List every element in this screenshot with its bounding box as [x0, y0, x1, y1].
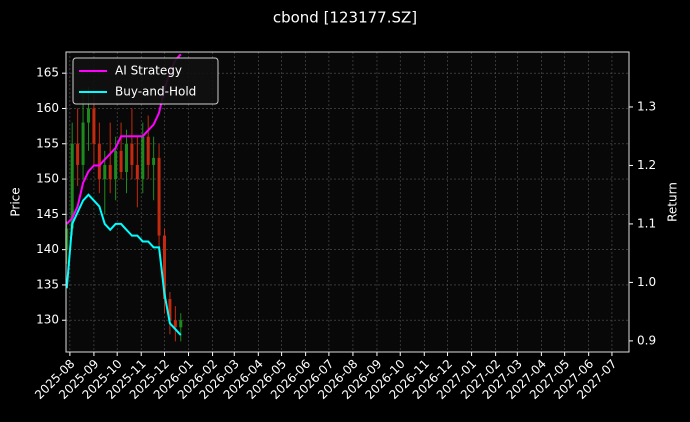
legend-label: AI Strategy — [115, 64, 182, 78]
candle-body — [86, 108, 90, 123]
y-tick-label: 150 — [36, 172, 59, 186]
candle-body — [162, 235, 166, 300]
candle-body — [108, 164, 112, 180]
candle-body — [103, 164, 107, 180]
candle-body — [114, 150, 118, 180]
candle-body — [152, 157, 156, 165]
y-tick-label: 135 — [36, 277, 59, 291]
candle-body — [119, 150, 123, 172]
return-line — [66, 193, 182, 336]
candle-body — [173, 320, 177, 328]
candle-body — [81, 122, 85, 165]
y2-tick-label: 1.0 — [637, 275, 656, 289]
y2-tick-label: 1.3 — [637, 99, 656, 113]
candle-body — [65, 228, 69, 250]
plot-border — [65, 51, 630, 353]
candle-body — [135, 164, 139, 180]
candle-body — [92, 108, 96, 144]
candle-body — [76, 143, 80, 165]
y-axis-label: Price — [9, 187, 23, 216]
candle-body — [168, 299, 172, 321]
candle-body — [97, 143, 101, 180]
candle-body — [146, 136, 150, 165]
y2-tick-label: 1.1 — [637, 216, 656, 230]
y2-tick-label: 1.2 — [637, 158, 656, 172]
candle-body — [70, 143, 74, 229]
candle-body — [179, 320, 183, 328]
y-tick-label: 165 — [36, 66, 59, 80]
y-tick-label: 130 — [36, 313, 59, 327]
y-tick-label: 155 — [36, 136, 59, 150]
chart-title: cbond [123177.SZ] — [273, 9, 417, 27]
y-tick-label: 160 — [36, 101, 59, 115]
candle-body — [130, 143, 134, 165]
candle-body — [157, 157, 161, 236]
y2-axis-label: Return — [666, 182, 680, 222]
y2-tick-label: 0.9 — [637, 333, 656, 347]
candle-body — [141, 136, 145, 180]
legend-label: Buy-and-Hold — [115, 85, 196, 99]
y-tick-label: 140 — [36, 242, 59, 256]
candle-body — [124, 143, 128, 172]
y-tick-label: 145 — [36, 207, 59, 221]
legend-box — [72, 57, 219, 105]
